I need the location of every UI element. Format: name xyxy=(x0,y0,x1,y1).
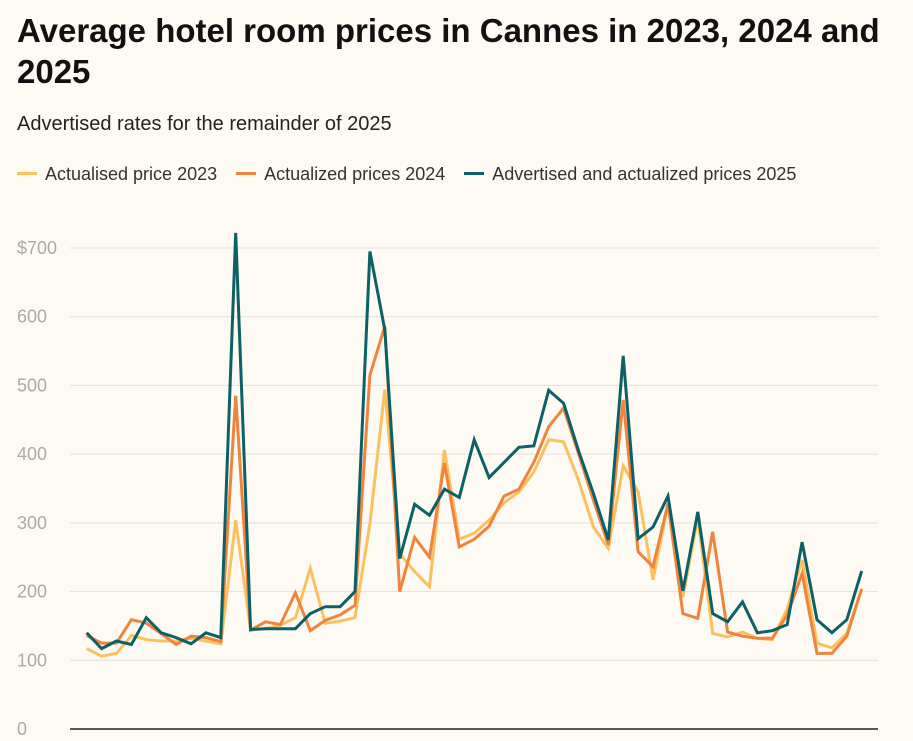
y-tick-label: 400 xyxy=(17,444,47,464)
legend-label-2023: Actualised price 2023 xyxy=(45,164,218,184)
legend-item-2025: Advertised and actualized prices 2025 xyxy=(464,164,796,184)
series-line-2024 xyxy=(86,325,864,655)
y-tick-label: $700 xyxy=(17,238,57,258)
legend-marker-2024 xyxy=(236,171,257,175)
y-tick-label: 300 xyxy=(17,513,47,533)
legend-marker-2023 xyxy=(17,171,37,175)
legend: Actualised price 2023 Actualized prices … xyxy=(17,159,837,190)
series-line-2023 xyxy=(86,389,864,658)
chart-subtitle: Advertised rates for the remainder of 20… xyxy=(17,113,392,135)
legend-marker-2025 xyxy=(464,171,485,175)
legend-item-2023: Actualised price 2023 xyxy=(17,164,217,184)
y-tick-label: 600 xyxy=(17,307,47,327)
y-tick-label: 500 xyxy=(17,375,47,395)
legend-item-2024: Actualized prices 2024 xyxy=(236,164,445,184)
legend-label-2025: Advertised and actualized prices 2025 xyxy=(492,164,797,184)
series-line-2025 xyxy=(85,232,864,651)
y-tick-label: 100 xyxy=(17,650,47,670)
y-tick-label: 200 xyxy=(17,582,47,602)
chart-title: Average hotel room prices in Cannes in 2… xyxy=(17,12,880,90)
legend-label-2024: Actualized prices 2024 xyxy=(264,164,446,184)
y-tick-label: 0 xyxy=(17,719,27,739)
